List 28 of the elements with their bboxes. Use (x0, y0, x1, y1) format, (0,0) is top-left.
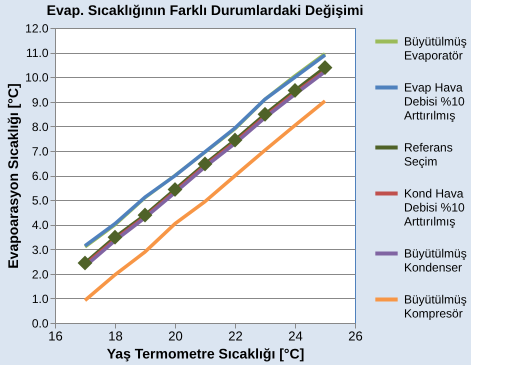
legend-label: Kond Hava Debisi %10 Arttırılmış (404, 186, 466, 228)
y-tick-label: 11.0 (26, 46, 49, 60)
x-axis-title: Yaş Termometre Sıcaklığı [°C] (106, 346, 304, 362)
y-tick-label: 4.0 (32, 218, 49, 232)
y-tick-label: 3.0 (32, 242, 49, 257)
legend-label: Referans Seçim (404, 140, 453, 168)
y-tick-label: 1.0 (32, 292, 49, 306)
legend-label: Evap Hava Debisi %10 Arttırılmış (404, 80, 466, 122)
x-tick-label: 20 (168, 328, 183, 344)
legend-label: Büyütülmüş Kompresör (404, 292, 467, 320)
chart-title: Evap. Sıcaklığının Farklı Durumlardaki Değişimi (46, 2, 364, 18)
y-axis-title: Evapoarasyon Sıcaklığı [°C] (5, 83, 22, 269)
y-tick-label: 8.0 (32, 120, 49, 134)
y-tick-label: 5.0 (32, 194, 49, 208)
x-tick-label: 16 (48, 328, 63, 344)
legend-label: Büyütülmüş Evaporatör (404, 34, 467, 62)
legend-label: Büyütülmüş Kondenser (404, 246, 467, 274)
x-tick-label: 26 (348, 328, 363, 344)
x-tick-label: 24 (288, 328, 303, 344)
x-tick-label: 22 (228, 328, 243, 344)
y-tick-label: 2.0 (32, 267, 49, 282)
y-tick-label: 7.0 (32, 144, 49, 158)
y-tick-label: 12.0 (25, 22, 49, 36)
y-tick-label: 6.0 (32, 169, 49, 183)
y-tick-label: 10.0 (25, 70, 49, 85)
x-tick-label: 18 (108, 328, 123, 344)
y-tick-label: 0.0 (32, 316, 49, 330)
y-tick-label: 9.0 (32, 95, 49, 110)
